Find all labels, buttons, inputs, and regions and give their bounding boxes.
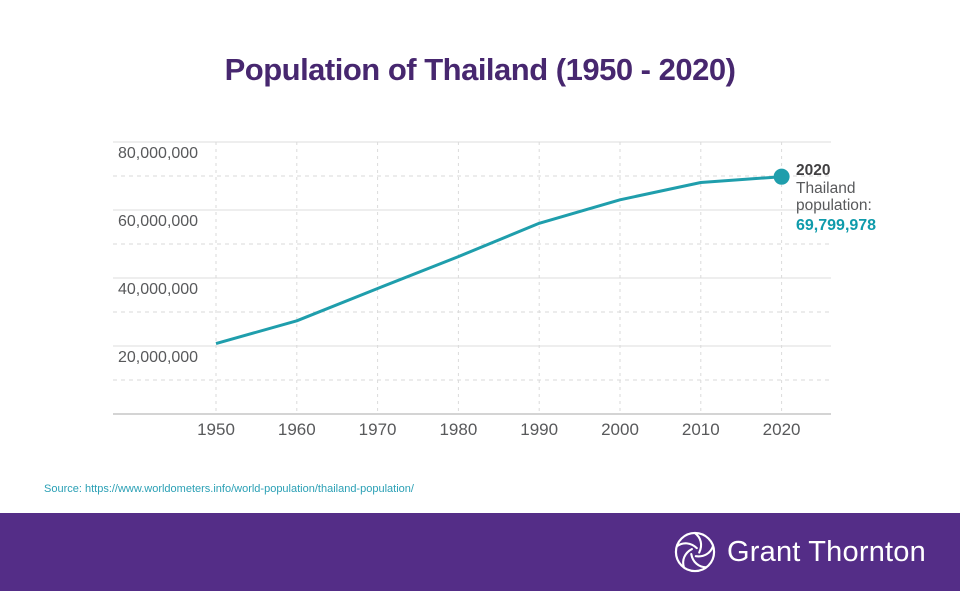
population-series-line — [215, 175, 782, 346]
annotation-year: 2020 — [796, 162, 831, 179]
page-title: Population of Thailand (1950 - 2020) — [224, 52, 736, 87]
annotation-line1: Thailand — [796, 179, 856, 197]
grant-thornton-logo: Grant Thornton — [673, 530, 926, 574]
annotation-line2: population: — [796, 197, 872, 214]
source-link[interactable]: Source: https://www.worldometers.info/wo… — [44, 483, 414, 495]
annotation-value: 69,799,978 — [796, 216, 877, 234]
footer-brand-text: Grant Thornton — [727, 535, 926, 568]
endpoint-marker-dot — [773, 168, 790, 185]
footer-bar: Grant Thornton — [0, 513, 960, 591]
endpoint-annotation: 2020 Thailand population: 69,799,978 — [796, 162, 876, 234]
grant-thornton-swirl-icon — [674, 531, 716, 573]
